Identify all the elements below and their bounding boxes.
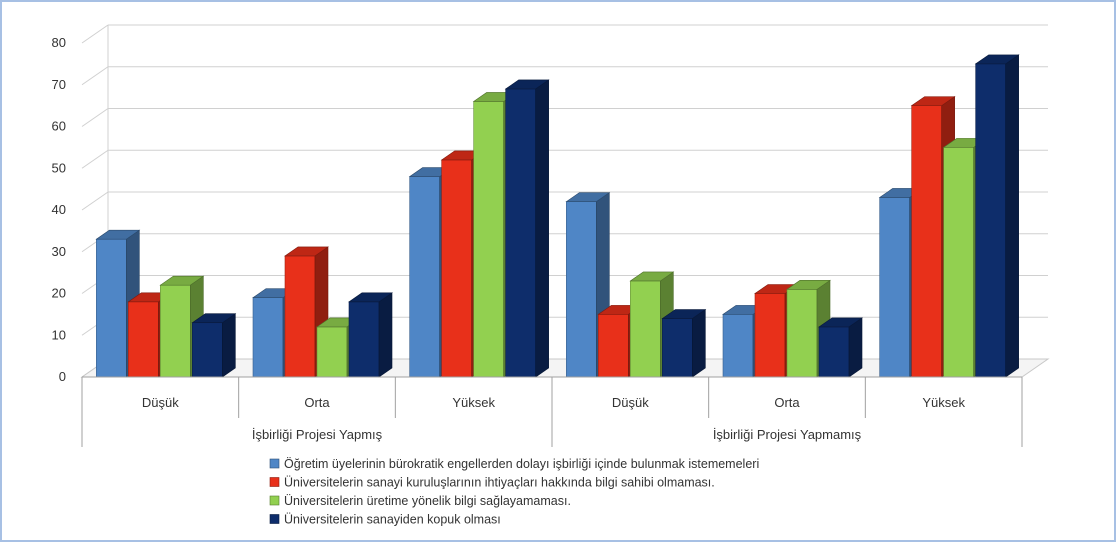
legend-swatch [269,514,280,524]
x-tick-label: Düşük [142,395,179,410]
bar [252,297,284,378]
bar-top [910,96,956,106]
bar [754,293,786,378]
bar-top [786,280,831,290]
bar-top [974,54,1020,65]
bar [630,280,661,378]
bar-top [348,292,393,303]
x-tick-label: Orta [304,395,330,410]
y-tick-label: 10 [52,327,66,342]
bar [316,326,348,378]
group-label: İşbirliği Projesi Yapmamış [713,427,862,442]
gridline-depth [81,24,109,44]
bar [786,289,818,378]
gridline-depth [81,149,109,169]
bar-top [284,246,329,257]
bar-side [535,79,549,378]
y-tick-label: 80 [52,35,66,50]
bar [192,322,223,378]
y-tick-label: 60 [52,119,66,134]
bar [505,88,536,378]
bar-top [191,313,237,324]
bar-side [378,292,393,378]
bar-side [692,308,706,378]
bar [160,284,191,378]
bar-top [95,229,141,240]
legend-label: Üniversitelerin sanayi kuruluşlarının ih… [284,476,715,490]
legend-label: Üniversitelerin üretime yönelik bilgi sa… [284,494,571,508]
x-tick-label: Düşük [612,395,649,410]
bar [598,314,629,378]
bar [96,238,127,378]
bar-side [1005,54,1019,378]
bar [473,101,504,378]
bar [911,105,942,378]
bar [348,301,380,378]
gridline-depth [81,108,109,127]
bar [441,159,472,378]
y-tick-label: 50 [52,160,66,175]
bar-top [565,192,611,202]
bar [943,147,974,378]
x-tick-label: Yüksek [922,395,965,410]
y-tick-label: 30 [52,244,66,259]
bar [409,176,440,378]
legend-swatch [269,477,280,487]
y-tick-label: 20 [52,286,66,301]
bar [818,326,850,378]
bar [284,255,316,378]
bar [662,318,693,378]
bar-top [661,309,707,319]
y-tick-label: 0 [59,369,66,384]
bar [566,201,597,378]
gridline-depth [81,66,109,86]
x-tick-label: Yüksek [452,395,495,410]
y-tick-label: 70 [52,77,66,92]
bar [879,197,910,378]
bar-top [159,275,205,286]
bar-top [629,271,675,282]
bar-side [222,313,236,378]
bar-side [848,317,863,378]
legend-label: Üniversitelerin sanayiden kopuk olması [284,513,501,527]
bar-top [504,79,550,90]
x-tick-label: Orta [774,395,800,410]
bar [128,301,159,378]
y-tick-label: 40 [52,202,66,217]
gridline-depth [81,191,109,211]
legend-label: Öğretim üyelerinin bürokratik engellerde… [284,457,759,471]
bar-top [818,317,863,328]
bar [975,63,1006,378]
legend-swatch [269,495,280,506]
bar [722,314,754,378]
legend-swatch [269,458,280,469]
group-label: İşbirliği Projesi Yapmış [252,427,383,442]
